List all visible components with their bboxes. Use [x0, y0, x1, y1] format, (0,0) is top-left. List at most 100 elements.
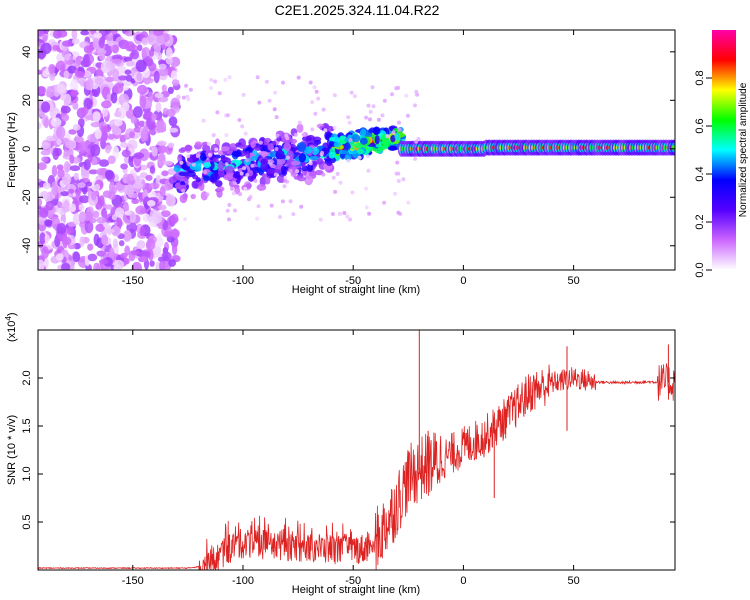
spectrogram-cell: [41, 156, 49, 163]
spectrogram-cell: [267, 143, 274, 151]
chart-title: C2E1.2025.324.11.04.R22: [275, 2, 440, 18]
spectrogram-cell: [205, 192, 210, 197]
spectrogram-cell: [168, 259, 176, 267]
spectrogram-cell: [46, 86, 55, 98]
spectrogram-cell: [41, 101, 51, 113]
spectrogram-cell: [79, 236, 85, 247]
spectrogram-cell: [227, 203, 232, 207]
spectrogram-cell: [257, 100, 262, 105]
spectrogram-cell: [348, 217, 352, 222]
spectrogram-cell: [283, 142, 292, 151]
spectrogram-cell: [338, 211, 343, 216]
spectrogram-cell: [284, 133, 289, 138]
spectrogram-cells: [38, 30, 675, 270]
spectrogram-cell: [78, 211, 86, 223]
spectrogram-cell: [330, 212, 335, 216]
colorbar: 0.0 0.2 0.4 0.6 0.8 Normalized spectral ampl…: [694, 30, 749, 278]
spectrogram-cell: [38, 69, 43, 75]
spectrogram-cell: [157, 67, 169, 77]
spectrogram-cell: [149, 48, 155, 57]
snr-frame: [37, 329, 676, 571]
spectrogram-cell: [413, 156, 418, 161]
spectrogram-cell: [290, 160, 301, 166]
spectrogram-cell: [48, 63, 56, 74]
spectrogram-cell: [283, 175, 288, 180]
spectrogram-cell: [38, 121, 42, 130]
spectrogram-cell: [370, 85, 375, 90]
spectrogram-cell: [110, 30, 118, 36]
spectrogram-cell: [98, 159, 110, 167]
spectrogram-cell: [89, 217, 97, 224]
spectrogram-cell: [308, 161, 313, 166]
spectrogram-cell: [352, 94, 357, 99]
spectrogram-cell: [258, 151, 269, 156]
spectrogram-cell: [364, 205, 369, 210]
spectrogram-cell: [223, 77, 228, 82]
spectrogram-cell: [158, 63, 167, 70]
y-tick-label: 0.5: [21, 514, 33, 529]
spectrogram-cell: [217, 168, 225, 178]
y-tick-label: 2.0: [21, 370, 33, 385]
spectrogram-cell: [99, 52, 106, 61]
spectrogram-cell: [61, 113, 70, 122]
spectrogram-cell: [393, 191, 398, 196]
spectrogram-cell: [146, 238, 156, 251]
spectrogram-cell: [313, 140, 319, 147]
x-tick-label: -100: [232, 275, 254, 287]
spectrogram-cell: [63, 160, 70, 174]
spectrogram-cell: [233, 208, 237, 213]
spectrogram-cell: [387, 145, 398, 151]
spectrogram-cell: [94, 128, 102, 140]
spectrogram-cell: [195, 154, 200, 158]
spectrogram-cell: [364, 186, 369, 191]
spectrogram-cell: [169, 127, 179, 133]
spectrogram-cell: [321, 107, 326, 112]
spectrogram-cell: [45, 200, 55, 211]
spectrogram-cell: [220, 146, 230, 152]
spectrogram-cell: [260, 161, 269, 171]
spectrogram-cell: [201, 118, 206, 123]
spectrogram-cell: [376, 117, 381, 122]
spectrogram-cell: [311, 160, 318, 166]
spectrogram-cell: [167, 168, 176, 175]
spectrogram-cell: [158, 153, 166, 162]
spectrogram-cell: [396, 179, 401, 183]
spectrogram-cell: [51, 185, 59, 196]
spectrogram-cell: [121, 102, 130, 112]
spectrogram-cell: [395, 160, 400, 165]
spectrogram-cell: [60, 190, 69, 197]
spectrogram-cell: [250, 163, 255, 168]
spectrogram-cell: [41, 246, 50, 259]
spectrogram-cell: [348, 138, 353, 142]
spectrogram-cell: [120, 163, 128, 170]
snr-series-line: [38, 363, 675, 570]
spectrogram-cell: [171, 231, 180, 239]
spectrogram-cell: [125, 173, 135, 185]
spectrogram-cell: [71, 30, 78, 40]
spectrogram-cell: [78, 204, 85, 211]
spectrogram-cell: [87, 243, 94, 251]
spectrogram-cell: [394, 132, 400, 141]
spectrogram-cell: [73, 136, 85, 143]
spectrogram-cell: [372, 126, 381, 135]
spectrogram-cell: [83, 97, 93, 110]
spectrogram-cell: [264, 79, 269, 84]
spectrogram-cell: [206, 141, 211, 146]
spectrogram-cell: [245, 150, 251, 159]
spectrogram-cell: [111, 214, 118, 221]
spectrogram-cell: [250, 155, 258, 161]
spectrogram-cell: [123, 56, 133, 62]
spectrogram-cell: [140, 256, 148, 263]
spectrogram-cell: [114, 207, 125, 218]
spectrogram-cell: [302, 135, 312, 142]
spectrogram-cell: [38, 162, 47, 171]
spectrogram-cell: [274, 147, 279, 151]
y-tick-label: 40: [21, 46, 33, 58]
spectrogram-cell: [275, 158, 286, 165]
snr-multiplier-exponent: 4: [4, 316, 13, 321]
spectrogram-cell: [217, 91, 222, 96]
spectrogram-cell: [148, 182, 160, 190]
x-tick-label: 50: [567, 275, 579, 287]
spectrogram-cell: [360, 128, 367, 137]
spectrogram-cell: [107, 191, 116, 200]
